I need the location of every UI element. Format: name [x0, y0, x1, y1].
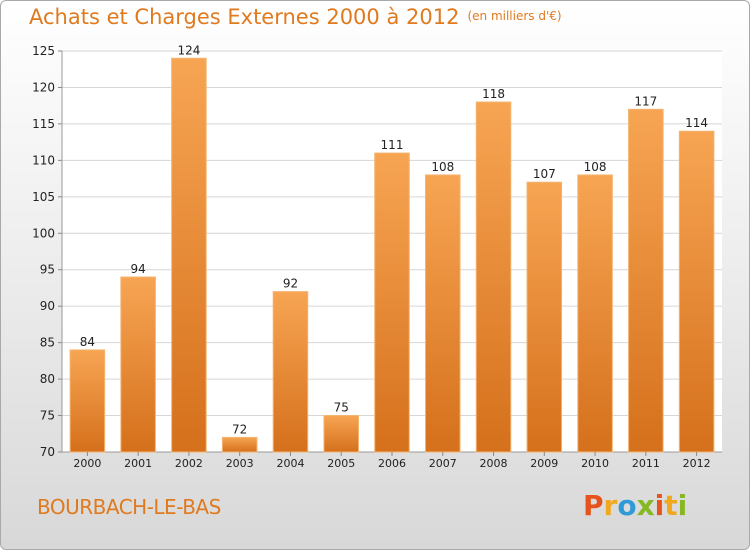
logo-letter: i	[677, 489, 688, 522]
x-tick-label: 2003	[226, 457, 254, 470]
logo-letter: i	[654, 489, 665, 522]
data-label: 114	[685, 116, 708, 130]
logo-letter: P	[583, 489, 604, 522]
data-label: 92	[283, 277, 298, 291]
y-tick-label: 105	[32, 190, 55, 204]
y-tick-label: 75	[40, 409, 55, 423]
x-tick-label: 2000	[73, 457, 101, 470]
x-tick-label: 2005	[327, 457, 355, 470]
bar	[120, 276, 156, 453]
x-tick-label: 2001	[124, 457, 152, 470]
x-tick-label: 2009	[530, 457, 558, 470]
data-label: 118	[482, 87, 505, 101]
data-label: 94	[131, 262, 146, 276]
y-tick-label: 100	[32, 226, 55, 240]
y-tick-label: 110	[32, 153, 55, 167]
bar	[323, 415, 359, 453]
bar	[577, 174, 613, 453]
x-tick-label: 2012	[683, 457, 711, 470]
logo-letter: r	[603, 489, 618, 522]
bar	[475, 101, 512, 453]
data-label: 72	[232, 422, 247, 436]
data-label: 75	[334, 401, 349, 415]
y-tick-label: 85	[40, 336, 55, 350]
logo-letter: t	[664, 489, 678, 522]
bar	[628, 108, 664, 453]
bar	[69, 349, 106, 453]
data-label: 124	[177, 43, 200, 57]
y-tick-label: 70	[40, 445, 55, 459]
y-tick-label: 90	[40, 299, 55, 313]
x-tick-label: 2007	[429, 457, 457, 470]
x-tick-label: 2011	[632, 457, 660, 470]
x-tick-label: 2008	[480, 457, 508, 470]
y-tick-label: 125	[32, 44, 55, 58]
data-label: 117	[634, 94, 657, 108]
y-tick-label: 115	[32, 117, 55, 131]
y-tick-label: 95	[40, 263, 55, 277]
y-tick-label: 120	[32, 80, 55, 94]
bar	[678, 130, 715, 453]
x-tick-label: 2010	[581, 457, 609, 470]
bar	[171, 57, 207, 453]
data-label: 108	[431, 160, 454, 174]
data-label: 107	[533, 167, 556, 181]
data-label: 108	[584, 160, 607, 174]
x-tick-label: 2004	[276, 457, 304, 470]
data-label: 84	[80, 335, 95, 349]
chart-title-text: Achats et Charges Externes 2000 à 2012	[29, 5, 460, 29]
chart-unit: (en milliers d'€)	[467, 9, 562, 23]
place-name: BOURBACH-LE-BAS	[37, 495, 221, 519]
x-tick-label: 2002	[175, 457, 203, 470]
logo-letter: x	[636, 489, 655, 522]
bar	[272, 291, 309, 453]
bar	[221, 436, 258, 453]
x-tick-label: 2006	[378, 457, 406, 470]
data-label: 111	[381, 138, 404, 152]
bar	[374, 152, 410, 453]
chart-title: Achats et Charges Externes 2000 à 2012 (e…	[29, 5, 562, 29]
logo-letter: o	[617, 489, 637, 522]
bar	[526, 181, 563, 453]
proxiti-logo: Proxiti	[583, 489, 687, 522]
y-tick-label: 80	[40, 372, 55, 386]
bar	[425, 174, 461, 453]
